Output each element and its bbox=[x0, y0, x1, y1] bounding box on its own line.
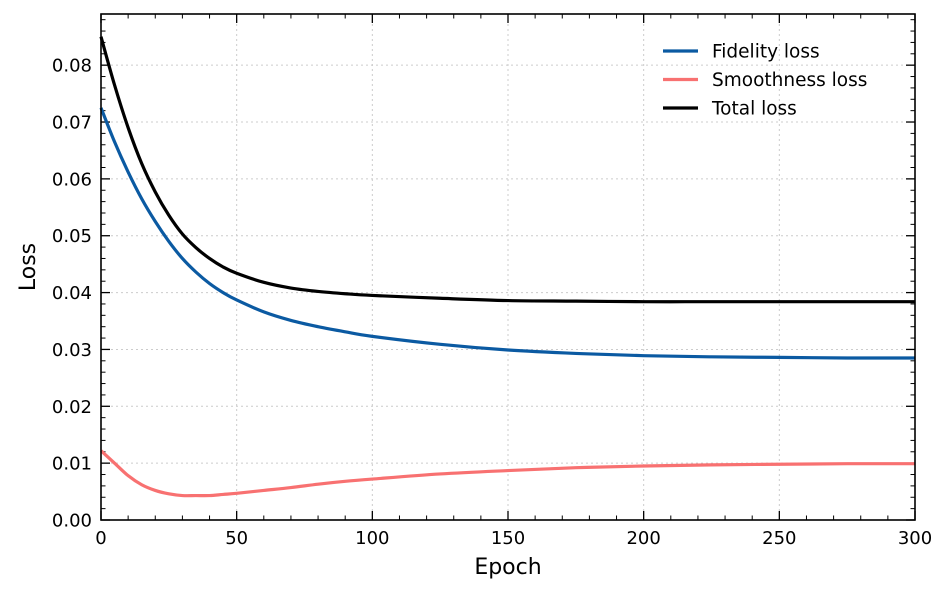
x-tick-label: 0 bbox=[95, 528, 106, 549]
smoothness-loss-line bbox=[99, 449, 916, 498]
x-tick-label: 50 bbox=[225, 528, 248, 549]
y-tick-label: 0.05 bbox=[52, 226, 92, 247]
x-tick-label: 150 bbox=[491, 528, 525, 549]
y-tick-label: 0.00 bbox=[52, 511, 92, 532]
x-tick-label: 100 bbox=[355, 528, 389, 549]
plot-frame bbox=[100, 13, 916, 521]
y-tick-label: 0.03 bbox=[52, 340, 92, 361]
fidelity-loss-line bbox=[99, 107, 916, 360]
y-tick-label: 0.01 bbox=[52, 454, 92, 475]
series-lines bbox=[99, 36, 916, 498]
y-tick-label: 0.07 bbox=[52, 113, 92, 134]
y-tick-label: 0.08 bbox=[52, 56, 92, 77]
x-axis-title: Epoch bbox=[474, 555, 541, 580]
legend-label-smoothness-loss: Smoothness loss bbox=[712, 70, 867, 91]
y-axis-title: Loss bbox=[16, 243, 41, 291]
legend-label-fidelity-loss: Fidelity loss bbox=[712, 42, 820, 63]
legend-label-total-loss: Total loss bbox=[711, 99, 797, 120]
tick-labels: 0 50 100 150 200 250 300 0.00 0.01 0.02 0.03 0.04 0.… bbox=[52, 56, 932, 549]
y-tick-label: 0.02 bbox=[52, 397, 92, 418]
y-tick-label: 0.04 bbox=[52, 283, 92, 304]
x-tick-label: 200 bbox=[626, 528, 660, 549]
x-tick-label: 300 bbox=[898, 528, 932, 549]
y-tick-label: 0.06 bbox=[52, 169, 92, 190]
legend: Fidelity loss Smoothness loss Total loss bbox=[663, 42, 867, 120]
x-tick-label: 250 bbox=[762, 528, 796, 549]
total-loss-line bbox=[99, 36, 915, 304]
